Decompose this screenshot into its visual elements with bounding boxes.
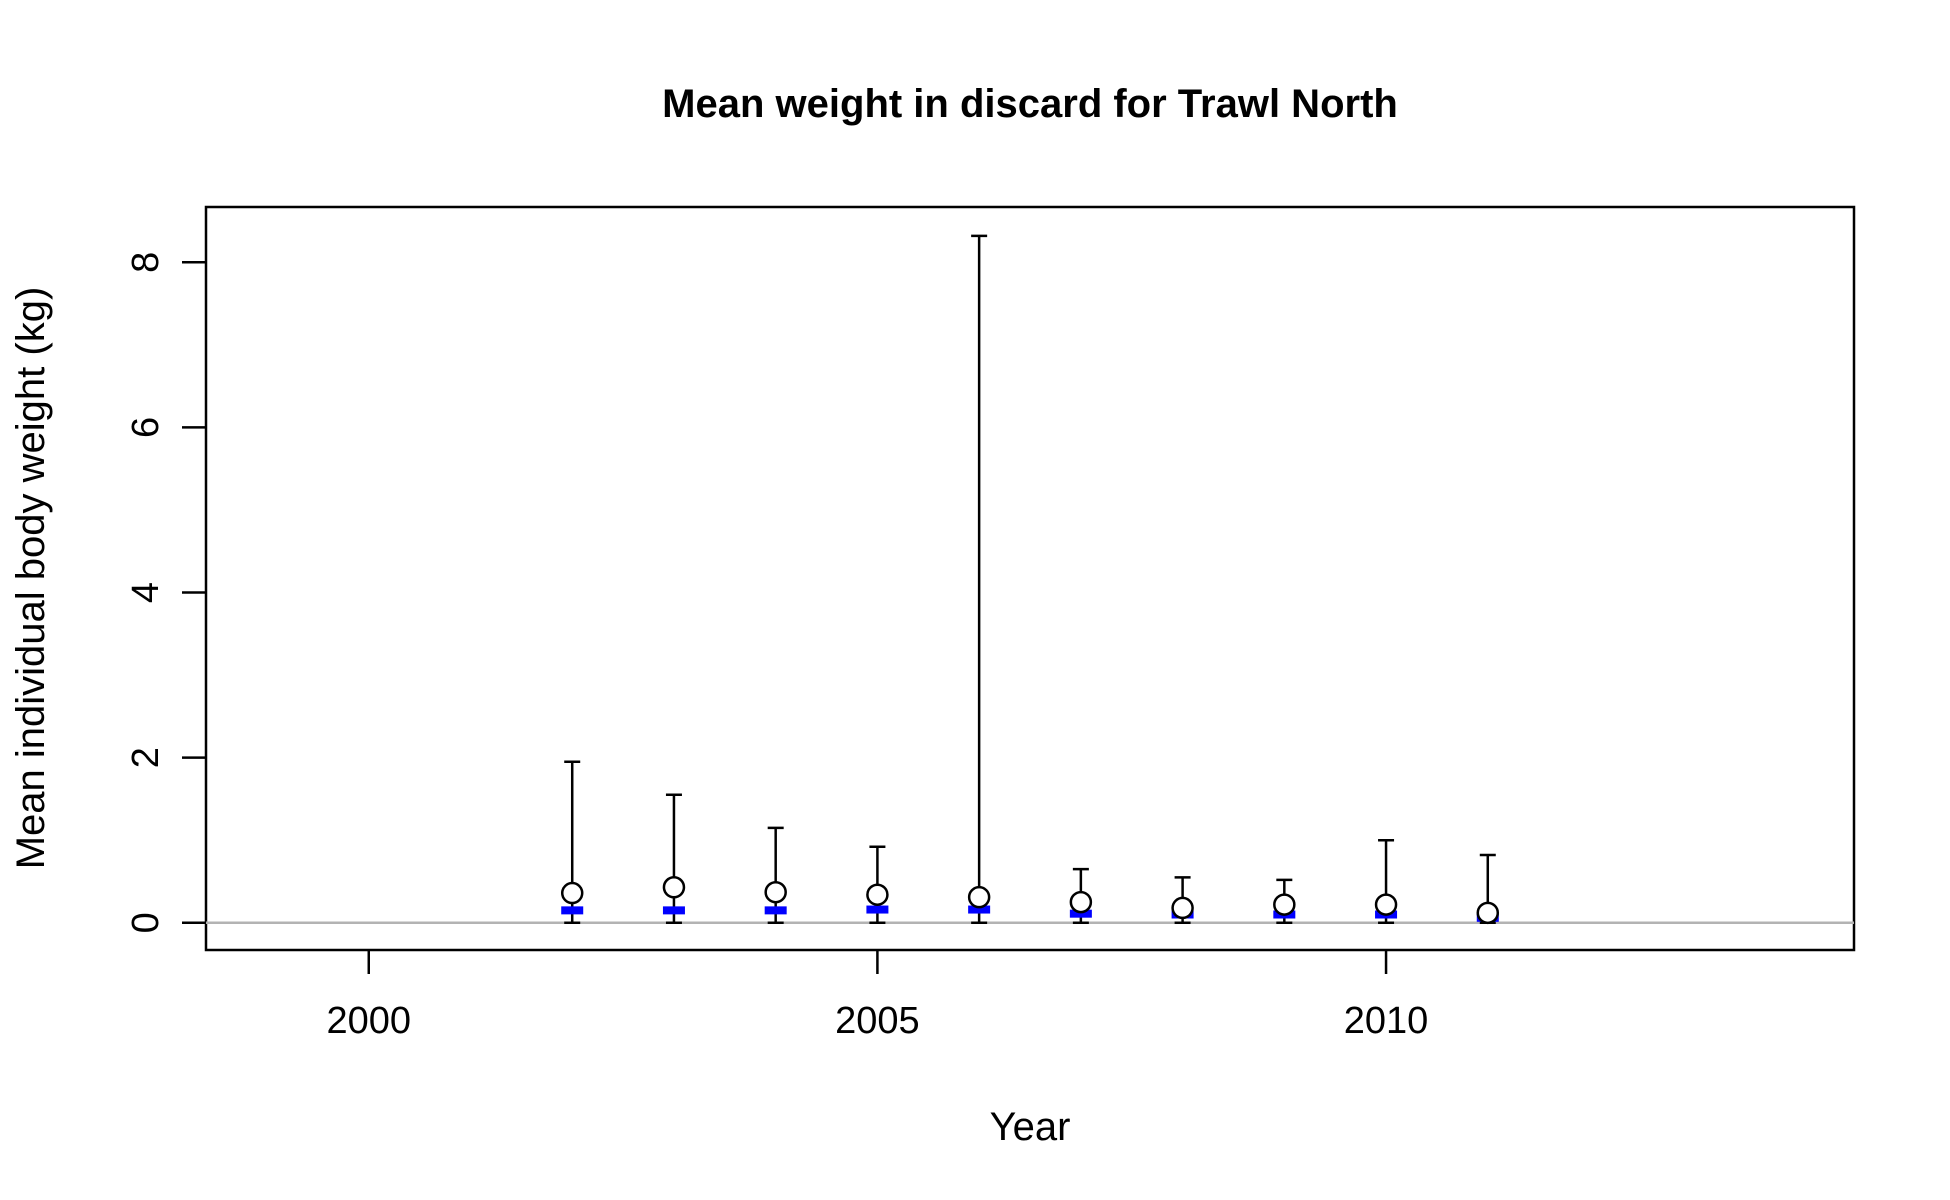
observed-point — [866, 883, 889, 906]
plot-frame — [204, 205, 1856, 952]
expected-mark — [764, 906, 787, 915]
data-point-2007 — [1069, 867, 1093, 925]
expected-mark — [561, 906, 584, 915]
observed-point — [1171, 896, 1194, 920]
expected-mark — [866, 905, 889, 914]
y-tick-label-8: 8 — [125, 252, 167, 273]
observed-point — [1069, 890, 1093, 914]
x-tick-label-2005: 2005 — [835, 1000, 920, 1042]
x-axis: 2000 2005 2010 — [326, 950, 1428, 1042]
data-point-2008 — [1171, 876, 1194, 925]
data-point-2002 — [560, 760, 584, 925]
data-point-2011 — [1476, 853, 1500, 925]
data-point-2005 — [866, 845, 889, 925]
observed-point — [1374, 893, 1398, 916]
x-tick-label-2000: 2000 — [326, 1000, 411, 1042]
observed-point — [560, 881, 584, 905]
expected-mark — [968, 905, 991, 914]
y-tick-label-2: 2 — [125, 747, 167, 768]
data-point-2004 — [764, 826, 787, 925]
expected-mark — [1069, 909, 1092, 918]
y-tick-label-0: 0 — [125, 912, 167, 933]
y-axis-label: Mean individual body weight (kg) — [9, 287, 53, 870]
y-axis: 0 2 4 6 8 — [125, 252, 206, 933]
y-tick-label-4: 4 — [125, 582, 167, 603]
data-point-2010 — [1374, 838, 1398, 925]
observed-point — [764, 880, 787, 904]
expected-mark — [662, 906, 685, 915]
data-point-2006 — [967, 234, 991, 925]
observed-point — [1273, 893, 1296, 916]
data-marks — [560, 234, 1500, 925]
x-axis-label: Year — [990, 1105, 1071, 1149]
y-tick-label-6: 6 — [125, 417, 167, 438]
observed-point — [967, 885, 991, 909]
observed-point — [1476, 901, 1500, 925]
x-tick-label-2010: 2010 — [1344, 1000, 1429, 1042]
data-point-2003 — [662, 793, 686, 925]
data-point-2009 — [1273, 878, 1296, 925]
observed-point — [662, 876, 686, 899]
chart-title: Mean weight in discard for Trawl North — [662, 82, 1398, 126]
